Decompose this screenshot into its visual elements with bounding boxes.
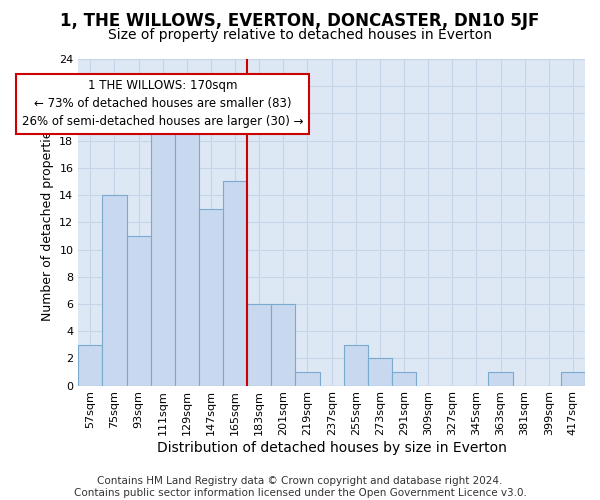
Bar (175, 127, 199, 386)
Bar (271, 304, 295, 386)
Bar (561, 372, 585, 386)
Bar (127, 236, 151, 386)
X-axis label: Distribution of detached houses by size in Everton: Distribution of detached houses by size … (157, 441, 506, 455)
Bar (78, 345, 103, 386)
Bar (247, 304, 271, 386)
Text: 1, THE WILLOWS, EVERTON, DONCASTER, DN10 5JF: 1, THE WILLOWS, EVERTON, DONCASTER, DN10… (61, 12, 539, 30)
Bar (223, 182, 247, 386)
Bar (151, 127, 175, 386)
Text: Size of property relative to detached houses in Everton: Size of property relative to detached ho… (108, 28, 492, 42)
Bar (344, 345, 368, 386)
Bar (295, 372, 320, 386)
Bar (103, 195, 127, 386)
Y-axis label: Number of detached properties: Number of detached properties (41, 124, 53, 321)
Bar (199, 208, 223, 386)
Text: 1 THE WILLOWS: 170sqm
← 73% of detached houses are smaller (83)
26% of semi-deta: 1 THE WILLOWS: 170sqm ← 73% of detached … (22, 80, 304, 128)
Bar (392, 372, 416, 386)
Text: Contains HM Land Registry data © Crown copyright and database right 2024.
Contai: Contains HM Land Registry data © Crown c… (74, 476, 526, 498)
Bar (488, 372, 512, 386)
Bar (368, 358, 392, 386)
